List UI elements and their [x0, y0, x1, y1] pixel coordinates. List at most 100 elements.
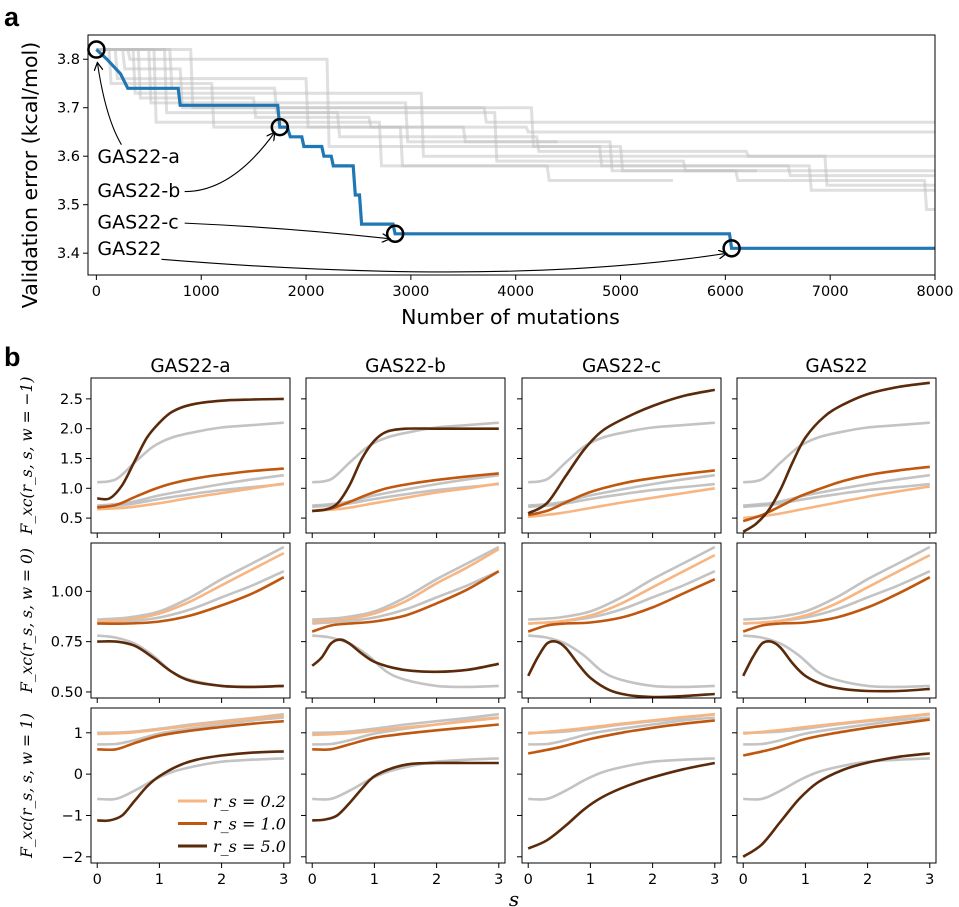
reference-curve-rs-5 [528, 757, 715, 801]
x-tick-label: 2 [432, 872, 441, 888]
functional-curve-rs-1 [312, 723, 499, 751]
y-tick-label: 1.00 [51, 584, 83, 600]
x-axis-label: Number of mutations [401, 305, 620, 329]
reference-curve-rs-1 [97, 716, 284, 746]
subplot-frame [90, 377, 291, 534]
reference-curve-rs-5 [312, 634, 499, 689]
reference-curve-rs-5 [743, 634, 930, 689]
annotation-arrow [161, 253, 726, 273]
functional-curve-rs-0-2 [312, 716, 499, 737]
other-run-line-10 [96, 48, 757, 173]
subplot-r1-c4 [732, 377, 937, 538]
panel-label-a: a [4, 2, 20, 32]
subplot-r2-c3 [517, 542, 722, 703]
functional-curve-rs-5 [312, 761, 499, 822]
y-tick-label: 3.5 [57, 198, 80, 214]
subplot-frame [736, 707, 937, 864]
reference-curve-rs-0-2 [528, 545, 716, 621]
functional-curve-rs-5 [97, 397, 284, 501]
subplot-frame [736, 377, 937, 534]
subplot-frame [305, 707, 506, 864]
legend-label: r_s = 5.0 [213, 837, 286, 856]
subplot-frame [90, 707, 291, 864]
subplot-frame [521, 377, 722, 534]
functional-curve-rs-5 [742, 639, 930, 693]
column-title: GAS22-c [582, 356, 661, 377]
subplot-frame [90, 542, 291, 699]
functional-curve-rs-5 [312, 427, 499, 513]
other-run-line-9 [96, 48, 673, 182]
reference-curve-rs-5 [96, 421, 284, 484]
x-tick-label: 5000 [602, 284, 639, 300]
legend-label: r_s = 0.2 [213, 792, 286, 811]
row-y-axis-label: F_xc(r_s, s, w = −1) [18, 377, 36, 536]
subplot-r2-c4 [732, 542, 937, 703]
subplot-frame [736, 542, 937, 699]
annotation-arrow [184, 222, 391, 239]
functional-curve-rs-5 [311, 638, 500, 674]
axes-frame [87, 34, 936, 276]
subplot-frame [305, 542, 506, 699]
functional-curve-rs-0-2 [528, 487, 715, 519]
reference-curve-rs-0-2 [97, 545, 285, 621]
best-run-line [95, 48, 935, 250]
annotation-label: GAS22 [97, 238, 161, 260]
x-tick-label: 1 [370, 872, 379, 888]
legend-label: r_s = 1.0 [213, 815, 286, 834]
x-tick-label: 1 [155, 872, 164, 888]
row-y-axis-label: F_xc(r_s, s, w = 0) [18, 548, 36, 694]
x-tick-label: 3 [279, 872, 288, 888]
y-tick-label: 0.75 [51, 635, 83, 651]
x-tick-label: 2 [648, 872, 657, 888]
other-run-line-7 [96, 48, 935, 178]
functional-curve-rs-5 [742, 381, 930, 533]
functional-curve-rs-5 [527, 761, 716, 850]
functional-curve-rs-1 [527, 578, 716, 633]
reference-curve-rs-5 [743, 757, 930, 801]
reference-curve-rs-0-2 [743, 545, 931, 621]
subplot-frame [305, 377, 506, 534]
y-tick-label: 1.0 [60, 481, 83, 497]
y-tick-label: −2 [62, 850, 83, 866]
other-run-line-4 [96, 48, 935, 173]
y-tick-label: 3.8 [57, 52, 80, 68]
reference-curve-rs-5 [312, 757, 499, 801]
subplot-r2-c2 [301, 542, 506, 703]
functional-curve-rs-0-2 [97, 551, 285, 623]
y-tick-label: 0.5 [60, 511, 83, 527]
reference-curve-rs-1 [97, 570, 285, 625]
functional-curve-rs-5 [97, 640, 284, 689]
x-tick-label: 0 [93, 872, 102, 888]
reference-curve-rs-0-2 [743, 482, 930, 509]
column-title: GAS22-a [150, 356, 230, 377]
subplot-r3-c4: 0 1 2 3 [732, 707, 937, 888]
checkpoint-marker [722, 239, 741, 258]
functional-curve-rs-1 [742, 718, 930, 757]
reference-curve-rs-5 [527, 421, 715, 484]
annotation-label: GAS22-b [97, 180, 180, 202]
x-tick-label: 6000 [707, 284, 744, 300]
column-title: GAS22 [805, 356, 867, 377]
functional-curve-rs-1 [742, 576, 931, 633]
x-tick-label: 3 [925, 872, 934, 888]
reference-curve-rs-1 [528, 473, 715, 507]
x-tick-label: 0 [524, 872, 533, 888]
x-tick-label: 3 [494, 872, 503, 888]
reference-curve-rs-0-2 [312, 545, 500, 621]
legend: r_s = 0.2 r_s = 1.0 r_s = 5.0 [178, 792, 286, 856]
reference-curve-rs-1 [743, 716, 930, 746]
reference-curve-rs-5 [311, 421, 499, 484]
reference-curve-rs-1 [312, 473, 499, 507]
y-tick-label: 2.0 [60, 422, 83, 438]
y-tick-label: 1 [74, 726, 83, 742]
annotation-arrow [97, 63, 122, 145]
other-run-line-3 [96, 48, 935, 158]
functional-curve-rs-1 [97, 576, 285, 625]
x-tick-label: 1000 [183, 284, 220, 300]
x-tick-label: 1 [801, 872, 810, 888]
reference-curve-rs-1 [97, 473, 284, 507]
functional-curve-rs-1 [527, 719, 715, 755]
y-tick-label: 3.6 [57, 149, 80, 165]
functional-curve-rs-0-2 [743, 712, 930, 735]
y-tick-label: 0.50 [51, 685, 83, 701]
